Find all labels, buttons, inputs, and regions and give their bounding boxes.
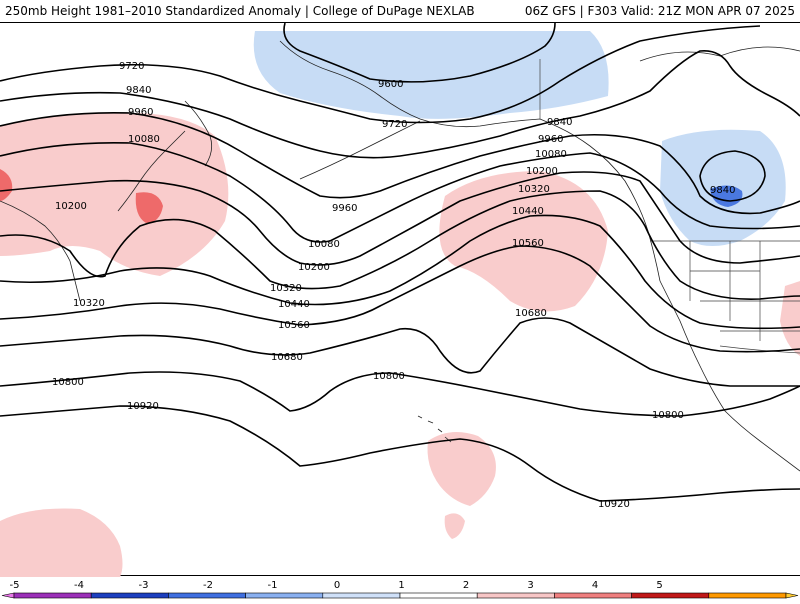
positive-anomaly-hawaii [427,432,496,506]
contour-label: 9960 [332,203,357,214]
negative-anomaly-core [710,185,743,207]
colorbar-tick-label: -3 [139,580,149,591]
mexico-border [719,345,800,354]
contour-label: 10320 [518,184,550,195]
colorbar-tick-label: 2 [463,580,469,591]
contour-10320 [0,190,800,300]
positive-anomaly-east-edge [780,281,800,356]
contour-label: 10680 [271,352,303,363]
colorbar-segment [90,592,169,599]
contour-label: 10560 [512,238,544,249]
negative-anomaly-gulf-of-alaska [253,31,609,119]
contour-label: 9840 [547,117,572,128]
contour-label: 9840 [126,85,151,96]
contour-10200 [0,171,800,266]
colorbar-tick-label: 4 [592,580,598,591]
colorbar-canvas: -5 -4 -3 -2 -1 0 1 2 3 4 5 [1,580,799,599]
positive-anomaly-japan-core [135,192,163,223]
us-state-borders [689,241,800,341]
contour-9600 [283,22,556,83]
weather-map: 9600 9720 9720 9840 9840 9840 9960 9960 … [0,22,800,577]
anomaly-shading [0,31,800,577]
colorbar-segment [476,592,555,599]
contour-label: 10800 [373,371,405,382]
colorbar-segments [1,592,799,599]
positive-anomaly-hawaii-south [444,513,465,539]
colorbar-tick-label: 3 [527,580,533,591]
colorbar-tick-label: 0 [334,580,340,591]
map-canvas: 9600 9720 9720 9840 9840 9840 9960 9960 … [0,22,800,577]
colorbar-segment [708,592,787,599]
positive-anomaly-west-edge [0,169,13,201]
contour-label: 10680 [515,308,547,319]
positive-anomaly-southwest [0,508,123,577]
hudson-region-coast [639,46,800,62]
anomaly-colorbar: -5 -4 -3 -2 -1 0 1 2 3 4 5 [0,576,800,600]
contour-label: 10200 [55,201,87,212]
contour-label: 10920 [127,401,159,412]
contour-label: 10920 [598,499,630,510]
colorbar-tick-label: -1 [268,580,278,591]
contour-10080 [0,141,800,243]
contour-label: 10080 [128,134,160,145]
colorbar-segment [631,592,710,599]
colorbar-tick-labels: -5 -4 -3 -2 -1 0 1 2 3 4 5 [10,580,663,591]
contour-label: 9960 [538,134,563,145]
japan-coast [117,130,186,212]
contour-label: 10560 [278,320,310,331]
positive-anomaly-east-asia [0,112,229,276]
hawaii-islands [417,415,452,443]
colorbar-tick-label: -2 [203,580,213,591]
contour-label: 10800 [652,410,684,421]
contour-9840-closed [699,150,766,202]
contour-10680 [0,317,800,387]
contour-label: 10080 [308,239,340,250]
contour-label: 10320 [73,298,105,309]
contour-label: 10200 [298,262,330,273]
positive-anomaly-north-pacific [439,171,608,312]
colorbar-tick-label: 1 [398,580,404,591]
colorbar-segment [399,592,478,599]
colorbar-segment [554,592,632,599]
colorbar-segment [245,592,324,599]
contour-10560 [0,245,800,353]
contour-label: 10440 [512,206,544,217]
contour-label: 9720 [382,119,407,130]
map-title: 250mb Height 1981–2010 Standardized Anom… [5,4,475,18]
alaska-peninsula [299,120,421,180]
geography [0,40,800,472]
contour-9840 [0,49,800,159]
colorbar-arrow-right [785,592,799,599]
height-contours [0,22,800,502]
contour-label: 9600 [378,79,403,90]
contour-9720 [0,25,761,124]
colorbar-segment [13,592,92,599]
contour-10920 [0,405,800,502]
asia-coast [0,200,81,302]
contour-label: 10080 [535,149,567,160]
contour-label: 9720 [119,61,144,72]
contour-label: 10800 [52,377,84,388]
model-run-info: 06Z GFS | F303 Valid: 21Z MON APR 07 202… [524,4,795,18]
contour-label: 10320 [270,283,302,294]
contour-label: 9840 [710,185,735,196]
north-america-west-coast [659,280,800,472]
colorbar-segment [322,592,401,599]
map-header: 250mb Height 1981–2010 Standardized Anom… [0,0,800,22]
contour-label: 10440 [278,299,310,310]
contour-label: 9960 [128,107,153,118]
colorbar-tick-label: 5 [656,580,662,591]
contour-10440 [0,214,800,330]
colorbar-arrow-left [1,592,15,599]
alaska-coast [279,40,661,282]
contour-10800 [0,371,800,417]
colorbar-tick-label: -4 [74,580,84,591]
colorbar-segment [168,592,246,599]
contour-labels: 9600 9720 9720 9840 9840 9840 9960 9960 … [52,61,735,510]
colorbar-tick-label: -5 [10,580,20,591]
contour-label: 10200 [526,166,558,177]
contour-9960 [0,111,800,215]
